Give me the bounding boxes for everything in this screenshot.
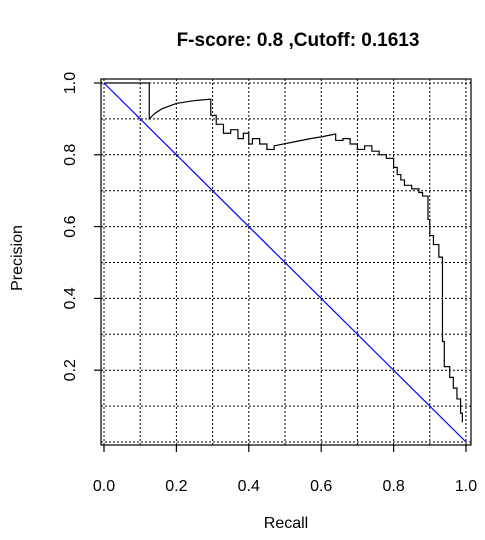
y-axis-label: Precision: [9, 225, 26, 291]
grid: [101, 79, 471, 445]
x-tick-label: 0.6: [310, 478, 332, 495]
precision-recall-line: [104, 82, 463, 423]
y-tick-label: 0.4: [62, 287, 79, 309]
x-tick-label: 0.8: [382, 478, 404, 495]
x-tick-label: 0.0: [93, 478, 115, 495]
x-tick-label: 1.0: [455, 478, 477, 495]
y-tick-label: 0.8: [62, 144, 79, 166]
diagonal-line: [103, 82, 467, 443]
y-tick-label: 1.0: [62, 72, 79, 94]
y-tick-label: 0.2: [62, 359, 79, 381]
ticks: 0.0 0.2 0.4 0.6 0.8 1.0 0.2 0.4 0.6 0.8 1.0: [62, 72, 477, 495]
x-tick-label: 0.4: [238, 478, 260, 495]
series-layer: [103, 82, 467, 443]
plot-frame: [100, 78, 472, 446]
x-axis-label: Recall: [264, 515, 308, 532]
chart-title: F-score: 0.8 ,Cutoff: 0.1613: [177, 30, 420, 51]
y-tick-label: 0.6: [62, 215, 79, 237]
x-tick-label: 0.2: [165, 478, 187, 495]
